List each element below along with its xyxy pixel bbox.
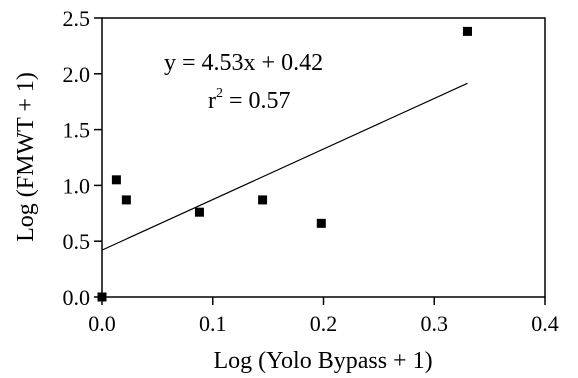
r-squared-value: = 0.57 <box>223 88 291 114</box>
ticks-group <box>94 17 546 305</box>
data-point <box>194 207 204 217</box>
data-point <box>316 218 326 228</box>
x-tick-label: 0.1 <box>199 311 227 336</box>
x-tick-label: 0.3 <box>421 311 449 336</box>
r-squared-annotation: r2 = 0.57 <box>208 86 291 114</box>
x-tick-label: 0.4 <box>531 311 559 336</box>
regression-line <box>101 82 468 251</box>
points-group <box>97 26 472 302</box>
data-point <box>462 26 472 36</box>
x-tick-label: 0.2 <box>310 311 338 336</box>
y-tick-label: 0.0 <box>63 285 91 310</box>
r-squared-symbol: r <box>208 88 216 114</box>
data-point <box>97 292 107 302</box>
tick-labels-group: 0.0 0.1 0.2 0.3 0.4 0.0 0.5 1.0 1.5 2.0 2.5 <box>63 6 559 336</box>
x-tick-label: 0.0 <box>88 311 116 336</box>
r-squared-exponent: 2 <box>216 86 223 101</box>
y-tick-label: 1.0 <box>63 173 91 198</box>
y-axis-label: Log (FMWT + 1) <box>13 72 39 242</box>
y-tick-label: 2.5 <box>63 6 91 31</box>
y-tick-label: 2.0 <box>63 62 91 87</box>
data-point <box>121 195 131 205</box>
equation-annotation: y = 4.53x + 0.42 <box>164 50 323 76</box>
y-tick-label: 0.5 <box>63 229 91 254</box>
x-axis-label: Log (Yolo Bypass + 1) <box>213 348 432 374</box>
data-point <box>258 195 268 205</box>
data-point <box>111 175 121 185</box>
y-tick-label: 1.5 <box>63 118 91 143</box>
